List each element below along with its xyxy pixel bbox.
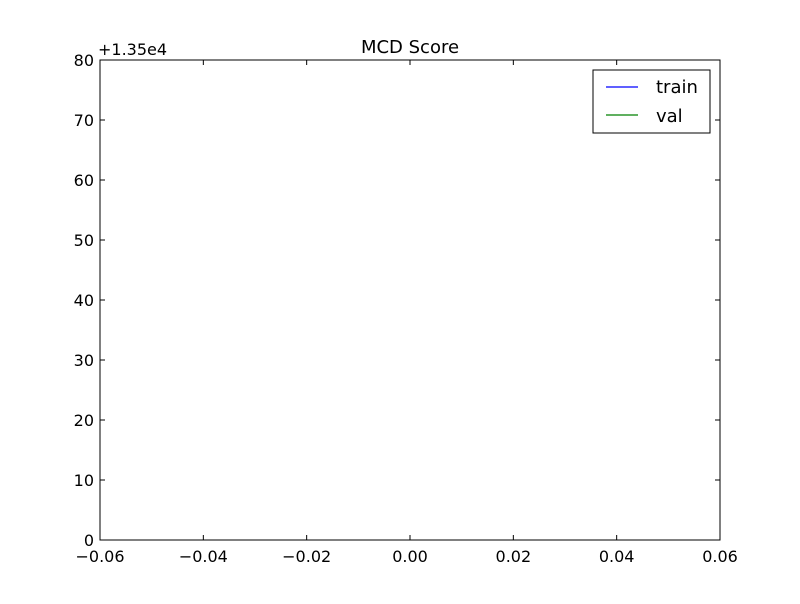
y-offset-label: +1.35e4 — [98, 40, 167, 59]
x-tick-label: 0.00 — [392, 547, 428, 566]
x-tick-label: −0.04 — [179, 547, 228, 566]
y-tick-label: 10 — [74, 471, 94, 490]
plot-area: −0.06 −0.04 −0.02 0.00 0.02 0.04 0.06 0 10 20 30 40… — [74, 51, 738, 566]
y-tick-label: 60 — [74, 171, 94, 190]
y-tick-label: 40 — [74, 291, 94, 310]
y-tick-label: 0 — [84, 531, 94, 550]
ticks-layer: −0.06 −0.04 −0.02 0.00 0.02 0.04 0.06 0 10 20 30 40… — [74, 51, 738, 566]
y-tick-label: 80 — [74, 51, 94, 70]
chart-title: MCD Score — [361, 37, 459, 58]
legend-box — [592, 69, 711, 134]
y-tick-label: 70 — [74, 111, 94, 130]
y-tick-label: 50 — [74, 231, 94, 250]
legend: train val — [592, 69, 711, 134]
y-tick-label: 20 — [74, 411, 94, 430]
legend-label-val: val — [656, 106, 683, 127]
x-tick-label: 0.06 — [702, 547, 738, 566]
x-tick-label: −0.06 — [75, 547, 124, 566]
x-tick-label: 0.04 — [599, 547, 635, 566]
x-tick-label: 0.02 — [496, 547, 532, 566]
y-tick-label: 30 — [74, 351, 94, 370]
x-tick-label: −0.02 — [282, 547, 331, 566]
legend-label-train: train — [656, 77, 698, 98]
